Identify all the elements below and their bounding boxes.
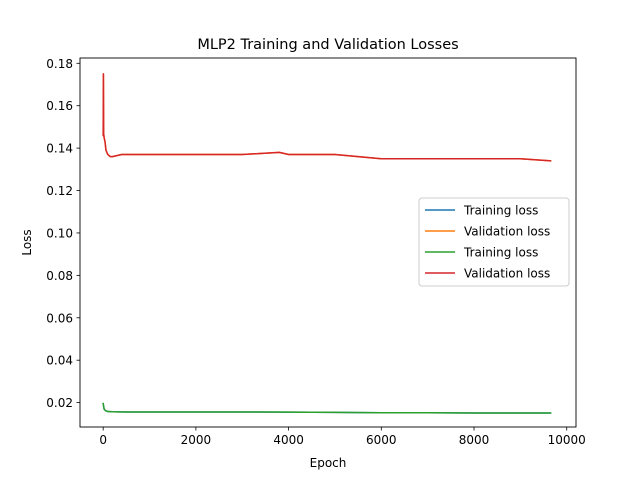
legend-label-2: Validation loss (464, 225, 550, 239)
y-tick-label: 0.02 (46, 396, 73, 410)
x-tick-label: 4000 (273, 433, 304, 447)
series-line-2 (102, 73, 552, 162)
x-tick-label: 8000 (459, 433, 490, 447)
legend: Training loss Validation loss Training los… (418, 197, 570, 287)
y-tick-label: 0.10 (46, 226, 73, 240)
x-tick-label: 6000 (366, 433, 397, 447)
plot-lines (102, 73, 552, 414)
y-tick-label: 0.04 (46, 354, 73, 368)
series-line-3 (102, 402, 552, 414)
x-tick-label: 0 (99, 433, 107, 447)
x-tick-label: 10000 (548, 433, 586, 447)
y-tick-label: 0.14 (46, 142, 73, 156)
series-line-4 (102, 73, 552, 162)
plot-frame (79, 57, 577, 428)
x-axis-ticks: 0 2000 4000 6000 8000 10000 (99, 427, 586, 447)
y-axis-label: Loss (20, 229, 34, 255)
y-axis-ticks: 0.02 0.04 0.06 0.08 0.10 0.12 0.14 0.16 0.18 (46, 57, 80, 410)
x-axis-label: Epoch (310, 456, 347, 470)
chart-title: MLP2 Training and Validation Losses (197, 37, 458, 53)
legend-box (418, 197, 570, 287)
y-tick-label: 0.12 (46, 184, 73, 198)
x-tick-label: 2000 (181, 433, 212, 447)
y-tick-label: 0.08 (46, 269, 73, 283)
y-tick-label: 0.06 (46, 311, 73, 325)
y-tick-label: 0.18 (46, 57, 73, 71)
legend-label-3: Training loss (463, 246, 538, 260)
legend-label-1: Training loss (463, 204, 538, 218)
legend-label-4: Validation loss (464, 267, 550, 281)
y-tick-label: 0.16 (46, 99, 73, 113)
